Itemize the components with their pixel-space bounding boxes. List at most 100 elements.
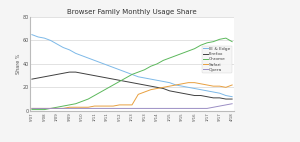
IE & Edge (55, 43, 59, 45)
Firefox (130, 82, 134, 83)
Opera (174, 108, 178, 109)
Safari (124, 104, 128, 106)
Opera (55, 108, 59, 109)
Firefox (68, 71, 71, 73)
Chrome (193, 48, 196, 50)
Firefox (43, 76, 46, 78)
Chrome (30, 109, 34, 110)
IE & Edge (193, 88, 196, 89)
Legend: IE & Edge, Firefox, Chrome, Safari, Opera: IE & Edge, Firefox, Chrome, Safari, Oper… (202, 45, 232, 73)
Chrome (61, 105, 65, 107)
IE & Edge (118, 69, 121, 71)
IE & Edge (105, 64, 109, 66)
Safari (218, 85, 221, 87)
Firefox (168, 90, 171, 92)
Safari (118, 104, 121, 106)
Opera (149, 108, 153, 109)
Opera (161, 108, 165, 109)
Opera (187, 108, 190, 109)
Firefox (230, 98, 234, 100)
Firefox (99, 76, 103, 78)
IE & Edge (149, 78, 153, 80)
IE & Edge (30, 34, 34, 36)
IE & Edge (99, 62, 103, 64)
Safari (111, 105, 115, 107)
IE & Edge (187, 86, 190, 88)
Firefox (180, 92, 184, 94)
Opera (74, 108, 77, 109)
Chrome (161, 59, 165, 61)
Chrome (143, 69, 146, 71)
IE & Edge (174, 84, 178, 86)
Chrome (218, 38, 221, 40)
Opera (218, 105, 221, 107)
Safari (205, 84, 209, 86)
Opera (93, 108, 96, 109)
Opera (49, 108, 52, 109)
Firefox (74, 71, 77, 73)
Chrome (180, 53, 184, 54)
Opera (224, 104, 228, 106)
Line: Safari: Safari (32, 83, 232, 108)
Safari (43, 108, 46, 109)
IE & Edge (49, 40, 52, 41)
Line: Opera: Opera (32, 104, 232, 108)
Safari (80, 106, 84, 108)
IE & Edge (218, 92, 221, 94)
IE & Edge (93, 59, 96, 61)
Opera (80, 108, 84, 109)
Opera (68, 108, 71, 109)
Firefox (149, 85, 153, 87)
Chrome (174, 55, 178, 57)
Safari (93, 105, 96, 107)
Safari (161, 86, 165, 88)
Firefox (55, 74, 59, 75)
Firefox (136, 83, 140, 85)
IE & Edge (180, 85, 184, 87)
Opera (61, 108, 65, 109)
IE & Edge (224, 95, 228, 96)
Opera (86, 108, 90, 109)
Safari (86, 106, 90, 108)
Safari (155, 88, 159, 89)
IE & Edge (130, 74, 134, 75)
Safari (174, 84, 178, 86)
Safari (180, 83, 184, 85)
Line: Chrome: Chrome (32, 38, 232, 110)
Opera (168, 108, 171, 109)
Chrome (43, 109, 46, 110)
Opera (36, 108, 40, 109)
Chrome (136, 71, 140, 73)
Firefox (118, 80, 121, 81)
Firefox (124, 81, 128, 82)
IE & Edge (199, 89, 202, 91)
Chrome (199, 44, 202, 46)
Chrome (74, 103, 77, 105)
IE & Edge (168, 82, 171, 83)
Safari (130, 104, 134, 106)
Chrome (118, 81, 121, 82)
Firefox (80, 72, 84, 74)
Safari (143, 91, 146, 93)
Safari (168, 85, 171, 87)
Chrome (187, 50, 190, 52)
IE & Edge (124, 71, 128, 73)
Chrome (105, 88, 109, 89)
IE & Edge (43, 37, 46, 39)
Chrome (224, 37, 228, 39)
IE & Edge (111, 67, 115, 68)
IE & Edge (143, 77, 146, 79)
Firefox (143, 84, 146, 86)
Opera (205, 108, 209, 109)
IE & Edge (86, 57, 90, 59)
Chrome (99, 91, 103, 93)
Safari (187, 82, 190, 83)
Opera (212, 106, 215, 108)
Safari (193, 82, 196, 83)
IE & Edge (36, 36, 40, 38)
Chrome (205, 42, 209, 44)
IE & Edge (80, 55, 84, 57)
Firefox (61, 72, 65, 74)
Firefox (224, 98, 228, 100)
Opera (43, 108, 46, 109)
